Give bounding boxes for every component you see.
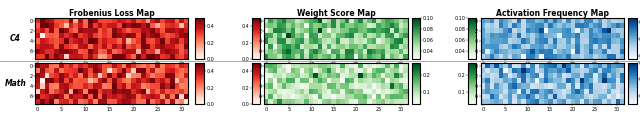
Y-axis label: Math: Math <box>4 79 26 88</box>
Title: Weight Score Map: Weight Score Map <box>296 9 376 18</box>
Y-axis label: C4: C4 <box>10 34 21 43</box>
Title: Activation Frequency Map: Activation Frequency Map <box>496 9 609 18</box>
Title: Frobenius Loss Map: Frobenius Loss Map <box>69 9 155 18</box>
